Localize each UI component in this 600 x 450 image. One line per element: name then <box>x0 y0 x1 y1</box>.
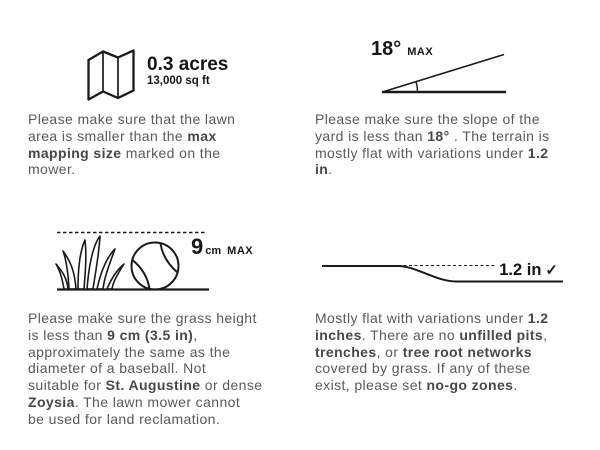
section-grass-height: 9 cm MAX Please make sure the grass heig… <box>28 225 296 427</box>
mapping-size-value: 0.3 acres <box>147 54 229 75</box>
terrain-step-icon <box>322 264 563 283</box>
slope-value: 18° <box>371 38 402 60</box>
grass-height-unit: cm <box>205 245 222 257</box>
grass-height-max-label: MAX <box>227 245 254 257</box>
section-flatness: 1.2 in ✓ Mostly flat with variations und… <box>315 240 577 425</box>
slope-value-block: 18° MAX <box>371 39 433 59</box>
slope-max-label: MAX <box>407 46 434 58</box>
grass-height-description: Please make sure the grass height is less… <box>28 310 263 427</box>
grass-and-baseball-icon <box>55 231 209 291</box>
flatness-value: 1.2 in <box>499 261 542 279</box>
folded-map-icon <box>87 49 135 101</box>
mapping-size-value-block: 0.3 acres 13,000 sq ft <box>147 55 228 89</box>
section-slope: 18° MAX Please make sure the slope of th… <box>315 30 577 210</box>
grass-height-value: 9 <box>191 234 204 259</box>
mapping-size-subvalue: 13,000 sq ft <box>147 74 210 87</box>
slope-angle-icon <box>382 53 506 94</box>
flatness-value-block: 1.2 in ✓ <box>499 261 558 279</box>
section-mapping-size: 0.3 acres 13,000 sq ft Please make sure … <box>28 40 290 210</box>
flatness-description: Mostly flat with variations under 1.2 inc… <box>315 310 549 394</box>
slope-description: Please make sure the slope of the yard is… <box>315 111 550 178</box>
grass-height-value-block: 9 cm MAX <box>191 236 253 258</box>
mapping-size-description: Please make sure that the lawn area is sm… <box>28 111 236 178</box>
check-icon: ✓ <box>545 262 558 279</box>
